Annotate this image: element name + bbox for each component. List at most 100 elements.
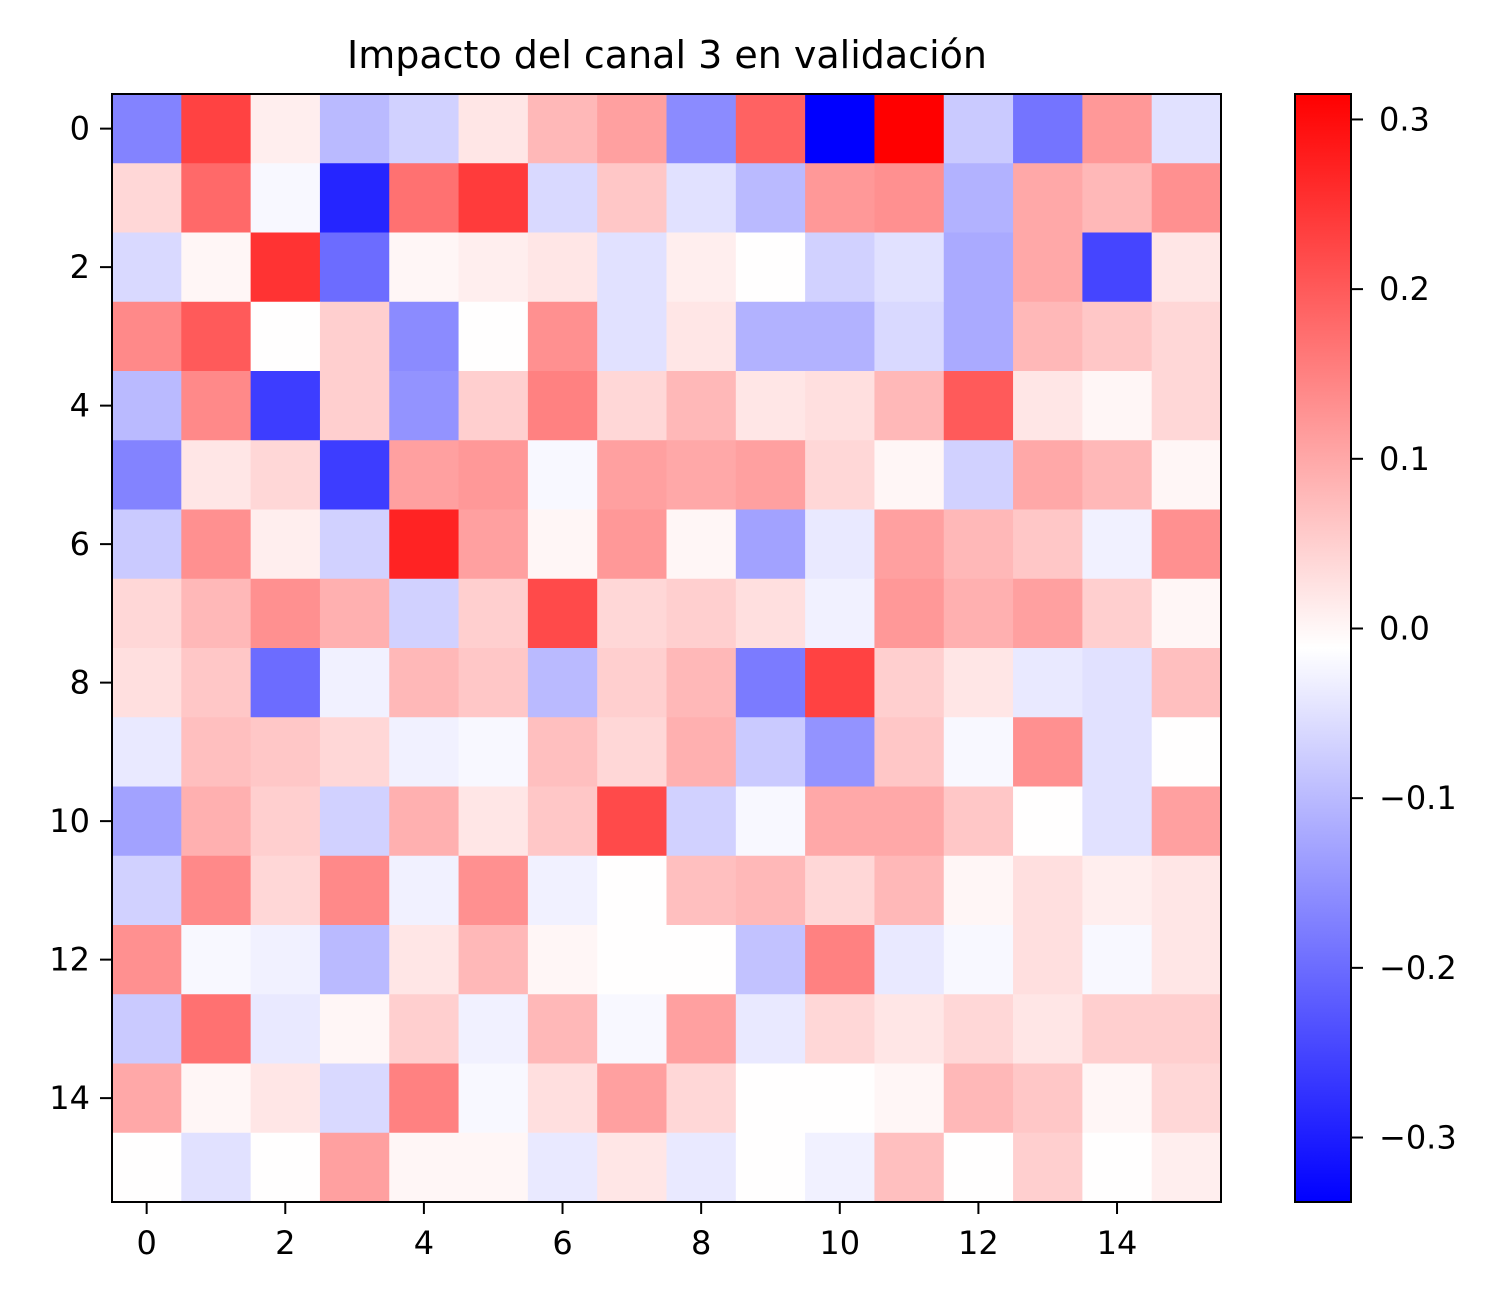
heatmap-cell-r9-c13 bbox=[1013, 717, 1083, 788]
heatmap-cell-r12-c9 bbox=[735, 925, 806, 995]
y-tick-label: 8 bbox=[70, 664, 90, 702]
heatmap-cell-r3-c10 bbox=[805, 301, 876, 372]
heatmap-cell-r14-c0 bbox=[112, 1063, 182, 1134]
heatmap-cell-r8-c15 bbox=[1151, 648, 1222, 718]
heatmap-cell-r2-c14 bbox=[1082, 232, 1153, 303]
heatmap-cell-r13-c3 bbox=[319, 994, 390, 1065]
heatmap-cell-r13-c15 bbox=[1151, 994, 1222, 1065]
heatmap-cell-r2-c10 bbox=[805, 232, 876, 303]
heatmap-cell-r1-c14 bbox=[1082, 163, 1153, 234]
heatmap-cell-r3-c9 bbox=[735, 301, 806, 372]
heatmap-cell-r5-c12 bbox=[943, 440, 1014, 511]
heatmap-cell-r8-c8 bbox=[666, 648, 737, 718]
heatmap-cell-r1-c2 bbox=[250, 163, 321, 234]
heatmap-cell-r10-c12 bbox=[943, 786, 1014, 857]
colorbar bbox=[1294, 93, 1352, 1203]
heatmap-cell-r9-c15 bbox=[1151, 717, 1222, 788]
heatmap-cell-r12-c8 bbox=[666, 925, 737, 995]
heatmap-cell-r7-c13 bbox=[1013, 578, 1083, 649]
heatmap-cell-r1-c5 bbox=[458, 163, 529, 234]
heatmap-cell-r13-c14 bbox=[1082, 994, 1153, 1065]
heatmap-cell-r15-c4 bbox=[389, 1132, 460, 1203]
colorbar-tick-label: 0.0 bbox=[1379, 609, 1430, 647]
heatmap-cell-r8-c6 bbox=[527, 648, 598, 718]
heatmap-cell-r10-c10 bbox=[805, 786, 876, 857]
heatmap-cell-r13-c0 bbox=[112, 994, 182, 1065]
y-tick-label: 0 bbox=[70, 110, 90, 148]
colorbar-axis: 0.3 0.2 0.1 0.0 −0.1 −0.2 −0.3 bbox=[1351, 100, 1457, 1157]
heatmap-cell-r15-c15 bbox=[1151, 1132, 1222, 1203]
heatmap-cell-r6-c5 bbox=[458, 509, 529, 580]
heatmap-cell-r12-c3 bbox=[319, 925, 390, 995]
heatmap-cell-r5-c14 bbox=[1082, 440, 1153, 511]
heatmap-cell-r10-c9 bbox=[735, 786, 806, 857]
x-tick-label: 6 bbox=[552, 1224, 572, 1262]
heatmap-cell-r0-c6 bbox=[527, 94, 598, 164]
heatmap-cell-r5-c5 bbox=[458, 440, 529, 511]
heatmap-cell-r1-c13 bbox=[1013, 163, 1083, 234]
heatmap-cell-r2-c9 bbox=[735, 232, 806, 303]
heatmap-cell-r5-c6 bbox=[527, 440, 598, 511]
heatmap-cell-r12-c15 bbox=[1151, 925, 1222, 995]
heatmap-cell-r14-c14 bbox=[1082, 1063, 1153, 1134]
heatmap-cell-r2-c13 bbox=[1013, 232, 1083, 303]
heatmap-cell-r7-c2 bbox=[250, 578, 321, 649]
heatmap-cell-r6-c10 bbox=[805, 509, 876, 580]
heatmap-cell-r14-c8 bbox=[666, 1063, 737, 1134]
heatmap-cell-r4-c13 bbox=[1013, 371, 1083, 441]
y-tick-label: 2 bbox=[70, 248, 90, 286]
heatmap-cell-r1-c0 bbox=[112, 163, 182, 234]
heatmap-cell-r15-c14 bbox=[1082, 1132, 1153, 1203]
heatmap-cell-r13-c2 bbox=[250, 994, 321, 1065]
heatmap-cell-r5-c10 bbox=[805, 440, 876, 511]
heatmap-cell-r7-c10 bbox=[805, 578, 876, 649]
heatmap-cell-r12-c6 bbox=[527, 925, 598, 995]
heatmap-cell-r5-c13 bbox=[1013, 440, 1083, 511]
heatmap-cell-r13-c8 bbox=[666, 994, 737, 1065]
heatmap-cell-r0-c13 bbox=[1013, 94, 1083, 164]
heatmap-cell-r2-c6 bbox=[527, 232, 598, 303]
heatmap-cell-r9-c7 bbox=[597, 717, 668, 788]
heatmap-cell-r14-c13 bbox=[1013, 1063, 1083, 1134]
heatmap-cell-r4-c1 bbox=[181, 371, 252, 441]
heatmap-cell-r12-c7 bbox=[597, 925, 668, 995]
heatmap-cell-r12-c12 bbox=[943, 925, 1014, 995]
heatmap-cell-r13-c6 bbox=[527, 994, 598, 1065]
heatmap-cell-r4-c0 bbox=[112, 371, 182, 441]
heatmap-cell-r3-c14 bbox=[1082, 301, 1153, 372]
heatmap-cell-r10-c14 bbox=[1082, 786, 1153, 857]
heatmap-cell-r8-c5 bbox=[458, 648, 529, 718]
heatmap-cell-r11-c13 bbox=[1013, 855, 1083, 926]
heatmap-cell-r14-c7 bbox=[597, 1063, 668, 1134]
heatmap-cell-r7-c12 bbox=[943, 578, 1014, 649]
heatmap-cell-r7-c9 bbox=[735, 578, 806, 649]
heatmap-cell-r11-c1 bbox=[181, 855, 252, 926]
heatmap-cell-r2-c2 bbox=[250, 232, 321, 303]
heatmap-cell-r3-c11 bbox=[874, 301, 945, 372]
heatmap-cell-r10-c13 bbox=[1013, 786, 1083, 857]
colorbar-tick-label: −0.2 bbox=[1379, 949, 1457, 987]
heatmap-cell-r8-c4 bbox=[389, 648, 460, 718]
heatmap-cell-r0-c8 bbox=[666, 94, 737, 164]
heatmap-cell-r13-c4 bbox=[389, 994, 460, 1065]
heatmap-cell-r7-c0 bbox=[112, 578, 182, 649]
heatmap-cell-r1-c6 bbox=[527, 163, 598, 234]
heatmap-cell-r3-c3 bbox=[319, 301, 390, 372]
heatmap-cell-r14-c15 bbox=[1151, 1063, 1222, 1134]
heatmap-cell-r9-c8 bbox=[666, 717, 737, 788]
heatmap-cell-r14-c1 bbox=[181, 1063, 252, 1134]
heatmap-cell-r11-c4 bbox=[389, 855, 460, 926]
heatmap-cell-r8-c2 bbox=[250, 648, 321, 718]
heatmap-cell-r9-c1 bbox=[181, 717, 252, 788]
heatmap-cell-r6-c7 bbox=[597, 509, 668, 580]
heatmap-cell-r0-c0 bbox=[112, 94, 182, 164]
heatmap-cell-r3-c12 bbox=[943, 301, 1014, 372]
heatmap-cell-r0-c4 bbox=[389, 94, 460, 164]
heatmap-cell-r15-c11 bbox=[874, 1132, 945, 1203]
heatmap-cell-r10-c5 bbox=[458, 786, 529, 857]
colorbar-tick-label: 0.2 bbox=[1379, 270, 1430, 308]
y-tick-label: 10 bbox=[49, 802, 90, 840]
heatmap-cell-r9-c5 bbox=[458, 717, 529, 788]
heatmap-cell-r15-c7 bbox=[597, 1132, 668, 1203]
